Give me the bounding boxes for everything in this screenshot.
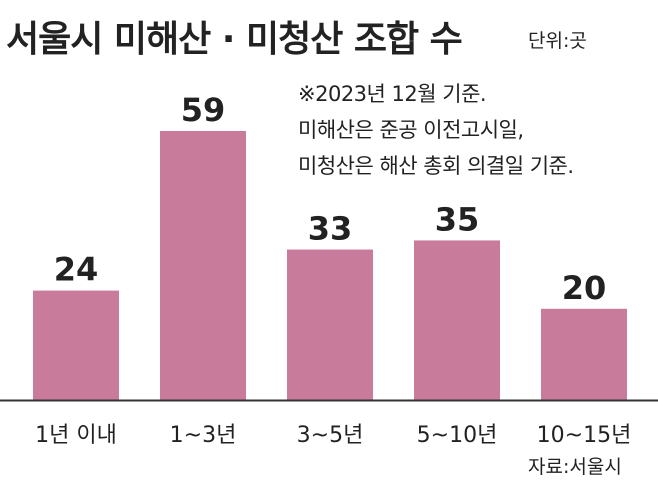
source-label: 자료:서울시: [528, 456, 622, 478]
bar-3: [287, 249, 373, 400]
value-label-2: 59: [181, 91, 226, 129]
category-label-4: 5~10년: [417, 423, 498, 448]
category-label-5: 10~15년: [537, 423, 632, 448]
category-label-3: 3~5년: [297, 423, 364, 448]
category-label-1: 1년 이내: [35, 423, 117, 448]
unit-label: 단위:곳: [528, 30, 587, 52]
value-label-1: 24: [54, 251, 99, 289]
note-line-2: 미해산은 준공 이전고시일,: [298, 118, 524, 142]
value-label-4: 35: [435, 200, 480, 238]
bar-5: [541, 308, 627, 400]
category-label-2: 1~3년: [170, 423, 237, 448]
bar-2: [160, 131, 246, 400]
bar-4: [414, 240, 500, 400]
chart-title: 서울시 미해산 · 미청산 조합 수: [6, 19, 463, 60]
note-line-1: ※2023년 12월 기준.: [298, 82, 487, 106]
bar-1: [33, 290, 119, 400]
value-label-5: 20: [562, 269, 607, 307]
note-line-3: 미청산은 해산 총회 의결일 기준.: [298, 154, 574, 178]
value-label-3: 33: [308, 210, 353, 248]
